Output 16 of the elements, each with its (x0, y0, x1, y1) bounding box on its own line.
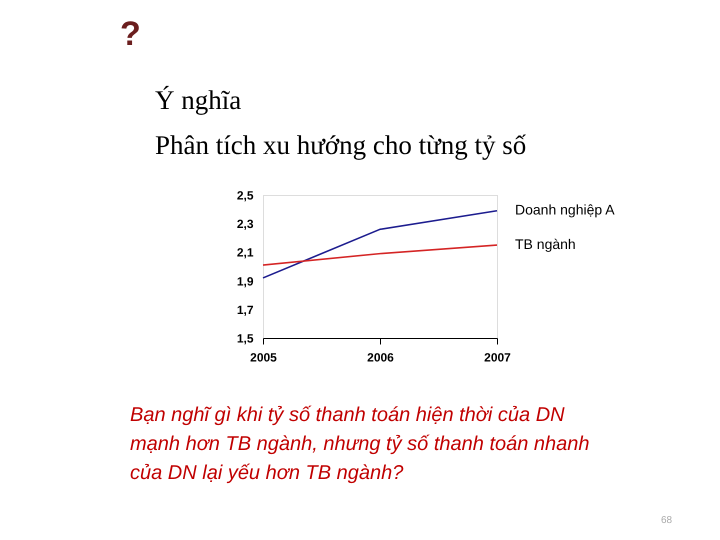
y-tick-label: 2,1 (236, 246, 254, 260)
x-tick-label: 2005 (250, 350, 278, 364)
y-tick-label: 1,5 (236, 332, 254, 346)
series-label: TB ngành (515, 236, 576, 252)
text: 68 (661, 515, 673, 526)
y-tick-label: 1,9 (236, 274, 254, 288)
text: Phân tích xu hướng cho từng tỷ số (155, 130, 527, 160)
x-tick-label: 2006 (367, 350, 394, 364)
chart-title: ? (120, 15, 141, 53)
y-tick-label: 2,3 (236, 217, 254, 232)
y-tick-label: 2,5 (236, 188, 254, 202)
series-label: Doanh nghiệp A (515, 202, 616, 218)
text: Bạn nghĩ gì khi tỷ số thanh toán hiện thời của DN mạnh hơn TB ngành, nhưng tỷ số thanh toán nhanh của DN lại yếu hơn TB ngành? (130, 404, 590, 484)
x-tick-label: 2007 (484, 350, 512, 364)
y-tick-label: 1,7 (236, 302, 254, 317)
text: Ý nghĩa (155, 85, 242, 115)
